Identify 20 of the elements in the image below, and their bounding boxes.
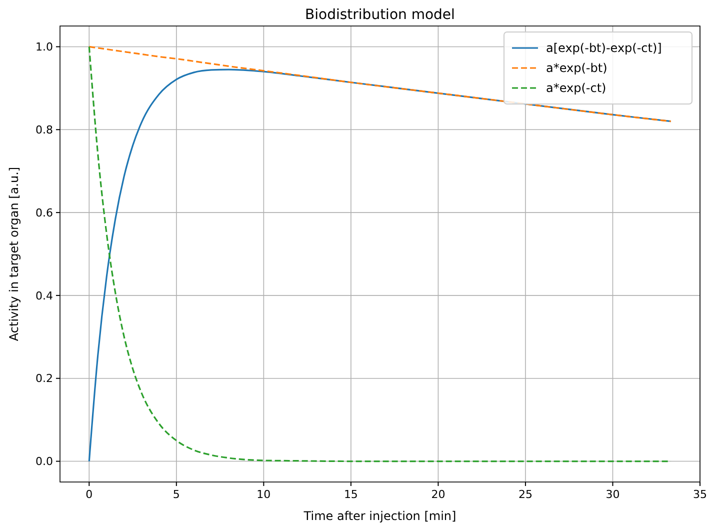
y-tick-label: 1.0 — [36, 40, 53, 54]
x-tick-label: 0 — [86, 488, 93, 501]
legend-label: a*exp(-ct) — [546, 81, 606, 96]
x-tick-label: 35 — [693, 488, 707, 501]
y-axis-title: Activity in target organ [a.u.] — [7, 166, 21, 342]
y-tick-label: 0.8 — [36, 123, 53, 136]
y-tick-label: 0.4 — [36, 289, 53, 302]
legend-label: a*exp(-bt) — [546, 61, 608, 76]
x-tick-label: 20 — [431, 488, 446, 501]
x-tick-label: 10 — [256, 488, 271, 501]
y-tick-label: 0.2 — [36, 372, 53, 386]
y-tick-label: 0.0 — [36, 455, 53, 468]
x-tick-label: 5 — [172, 488, 180, 501]
x-axis-title: Time after injection [min] — [302, 509, 456, 523]
legend-label: a[exp(-bt)-exp(-ct)] — [546, 41, 662, 56]
x-tick-label: 30 — [606, 488, 620, 501]
chart-title: Biodistribution model — [305, 7, 455, 23]
x-tick-label: 15 — [344, 488, 358, 501]
x-tick-label: 25 — [518, 488, 532, 501]
y-tick-label: 0.6 — [36, 206, 53, 220]
